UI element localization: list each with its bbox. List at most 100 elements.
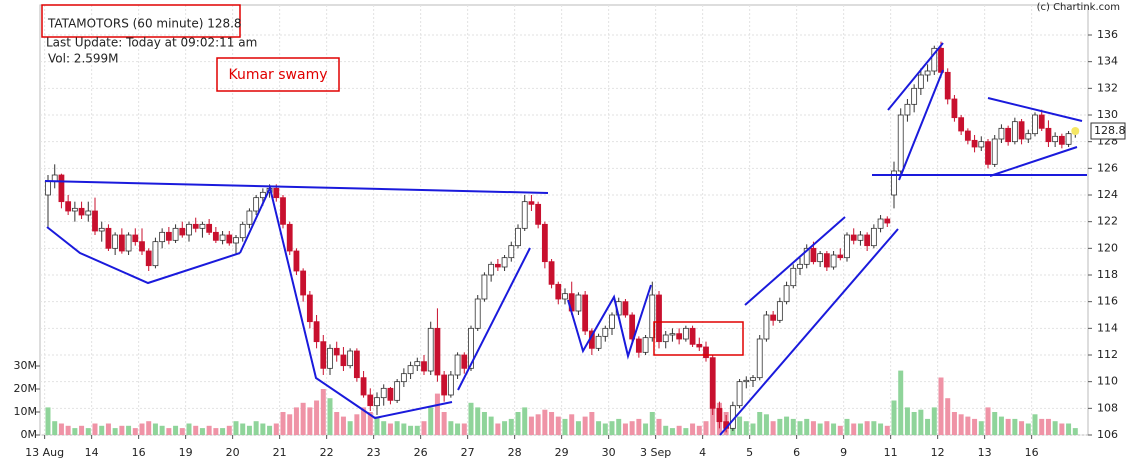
volume-bar xyxy=(1025,423,1031,435)
candle-body xyxy=(938,47,944,73)
candle-body xyxy=(65,201,72,212)
volume-bar xyxy=(92,423,98,435)
candle-body xyxy=(703,346,709,359)
candle-body xyxy=(300,270,307,296)
x-tick-label: 22 xyxy=(320,446,334,459)
last-update: Last Update: Today at 09:02:11 am xyxy=(46,36,257,50)
candle-body xyxy=(313,321,320,343)
volume-bar xyxy=(220,428,226,435)
volume-bar xyxy=(307,407,313,435)
candle-body xyxy=(964,130,971,141)
volume-bar xyxy=(582,416,588,435)
plot-frame xyxy=(39,4,1089,436)
x-tick-label: 4 xyxy=(699,446,706,459)
volume-bar xyxy=(864,421,870,435)
candle-body xyxy=(179,227,186,236)
x-tick-label: 20 xyxy=(226,446,240,459)
last-price-tag xyxy=(1090,122,1126,140)
candle-body xyxy=(139,241,145,252)
volume-bar xyxy=(65,425,71,435)
x-tick-label: 16 xyxy=(132,446,146,459)
candle-body xyxy=(132,234,139,243)
candle-body xyxy=(696,343,703,348)
volume-bar xyxy=(112,428,118,435)
candle-body xyxy=(548,261,555,285)
volume-bar xyxy=(152,423,158,435)
candle-body xyxy=(441,374,448,396)
volume-bar xyxy=(414,425,420,435)
annotation: Kumar swamy xyxy=(228,67,327,83)
candle-body xyxy=(823,253,830,268)
volume-bar xyxy=(784,416,790,435)
volume-bar xyxy=(998,416,1004,435)
y-tick-label: 126 xyxy=(1097,161,1118,174)
volume-bar xyxy=(320,389,326,435)
candle-body xyxy=(85,210,92,216)
volume-bar xyxy=(119,425,125,435)
volume-bar xyxy=(797,421,803,435)
candle-body xyxy=(770,314,777,321)
candles xyxy=(45,41,1079,433)
volume-bar xyxy=(992,412,998,435)
volume-bar xyxy=(293,407,299,435)
volume-bar xyxy=(522,407,528,435)
candle-body xyxy=(917,74,924,89)
volume-bar xyxy=(549,412,555,435)
candle-body xyxy=(1018,121,1025,140)
volume-bar xyxy=(340,416,346,435)
candle-body xyxy=(1045,127,1052,143)
trendline xyxy=(46,226,241,285)
chart-title: TATAMOTORS (60 minute) 128.8 xyxy=(47,17,242,31)
volume-bar xyxy=(824,421,830,435)
candle-body xyxy=(810,247,817,263)
candle-body xyxy=(1005,127,1012,143)
volume-bar xyxy=(45,407,51,435)
candle-body xyxy=(333,347,340,356)
volume-bar xyxy=(777,418,783,435)
candle-body xyxy=(380,387,387,399)
candle-body xyxy=(434,327,441,376)
volume-bar xyxy=(575,421,581,435)
candle-body xyxy=(414,361,421,367)
volume-bar xyxy=(743,421,749,435)
volume-bar xyxy=(837,425,843,435)
candle-body xyxy=(629,314,636,340)
volume-bar xyxy=(280,412,286,435)
candle-body xyxy=(515,227,521,247)
candle-body xyxy=(837,254,844,259)
candle-body xyxy=(555,283,562,300)
volume-bar xyxy=(535,414,541,435)
candle-body xyxy=(374,397,380,407)
volume-bar xyxy=(455,423,461,435)
volume-bar xyxy=(475,407,481,435)
volume-bar xyxy=(314,400,320,435)
candle-body xyxy=(850,234,857,241)
volume-bar xyxy=(461,423,467,435)
volume-bar xyxy=(871,421,877,435)
y2-tick-label: 10M xyxy=(14,405,38,418)
x-tick-label: 30 xyxy=(602,446,616,459)
volume-bar xyxy=(226,425,232,435)
volume-bar xyxy=(179,428,185,435)
candle-body xyxy=(92,210,98,232)
volume-bar xyxy=(1005,418,1011,435)
x-tick-label: 6 xyxy=(793,446,800,459)
candle-body xyxy=(199,223,206,229)
candle-body xyxy=(293,250,300,272)
candle-body xyxy=(689,327,696,345)
candle-body xyxy=(763,314,770,340)
candle-body xyxy=(797,263,803,269)
volume-bar xyxy=(246,425,252,435)
candle-body xyxy=(602,327,609,337)
candle-body xyxy=(400,373,407,383)
volume-bar xyxy=(985,407,991,435)
candle-body xyxy=(656,294,662,343)
volume-bar xyxy=(965,416,971,435)
candle-body xyxy=(595,335,602,349)
volume-bar xyxy=(622,423,628,435)
x-tick-label: 26 xyxy=(414,446,428,459)
volume-bar xyxy=(79,425,85,435)
candle-body xyxy=(461,354,468,369)
volume-bar xyxy=(441,412,447,435)
